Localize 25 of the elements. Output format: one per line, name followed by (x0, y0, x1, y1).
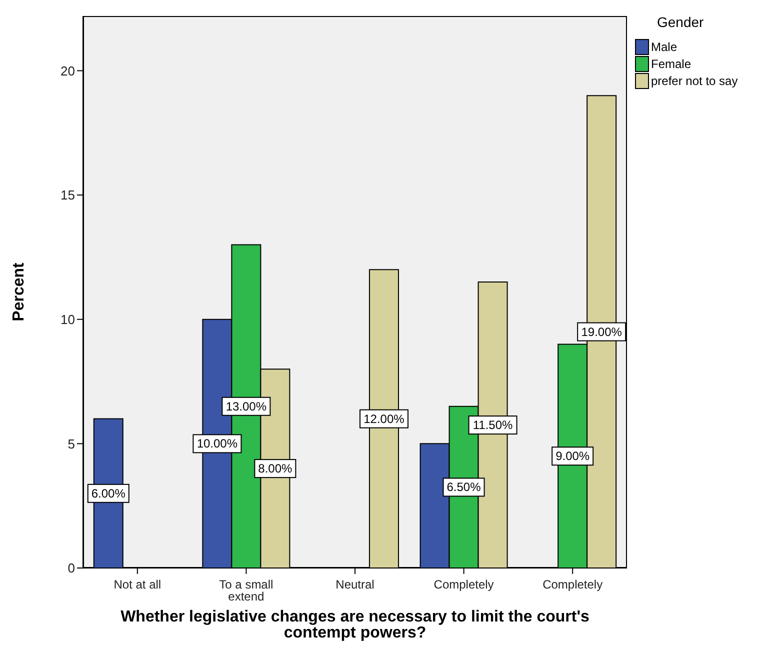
legend-title: Gender (657, 14, 705, 30)
x-tick-label: Not at all (114, 578, 162, 592)
data-label: 13.00% (226, 399, 267, 414)
y-tick-label: 5 (68, 436, 75, 452)
legend-label: Female (651, 56, 692, 70)
y-tick-label: 15 (60, 188, 75, 203)
x-tick-label: Neutral (336, 578, 374, 592)
y-tick-label: 10 (60, 312, 75, 327)
x-axis-title: Whether legislative changes are necessary to limit the court's contempt powers? (120, 608, 590, 642)
data-label: 9.00% (556, 449, 590, 464)
y-tick-label: 0 (68, 560, 75, 576)
legend-label: prefer not to say (651, 74, 738, 88)
data-label: 19.00% (581, 324, 622, 339)
x-tick-label: Completely (542, 578, 603, 592)
y-tick-label: 20 (60, 63, 75, 78)
legend-label: Male (651, 40, 678, 54)
data-label: 11.50% (472, 418, 514, 432)
x-tick-label: To a small extend (219, 578, 274, 604)
x-tick-label: Completely (434, 578, 494, 592)
data-label: 8.00% (258, 462, 293, 476)
y-axis-title: Percent (10, 262, 28, 322)
data-label: 12.00% (364, 412, 405, 426)
data-label: 6.50% (446, 480, 482, 494)
data-label: 10.00% (196, 436, 238, 451)
data-label: 6.00% (91, 486, 126, 500)
